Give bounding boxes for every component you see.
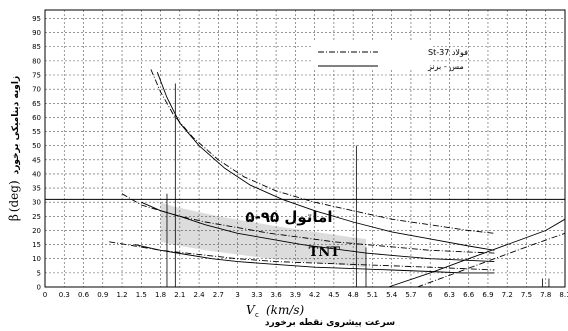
legend-label: فولاد St-37 — [428, 48, 468, 57]
y-axis-label-fa: زاویه دینامیکی برخورد — [11, 76, 21, 175]
y-tick-label: 15 — [32, 241, 41, 249]
y-tick-label: 35 — [32, 185, 41, 193]
series-line-7 — [388, 218, 566, 288]
x-tick-label: 5.4 — [386, 291, 398, 299]
y-tick-label: 20 — [32, 227, 41, 235]
y-axis-symbol: β — [7, 214, 21, 221]
y-tick-label: 50 — [32, 142, 41, 150]
annotation-tnt: TNT — [309, 245, 341, 260]
y-tick-label: 25 — [32, 213, 41, 221]
x-tick-label: 2.1 — [174, 291, 185, 299]
x-tick-label: 1.8 — [155, 291, 166, 299]
x-tick-label: 1.2 — [116, 291, 127, 299]
x-tick-label: 0.6 — [78, 291, 90, 299]
x-tick-label: 1.5 — [136, 291, 147, 299]
x-tick-label: 3 — [235, 291, 239, 299]
y-tick-label: 30 — [32, 199, 41, 207]
x-tick-label: 8.1 — [559, 291, 568, 299]
series-line-6 — [109, 241, 495, 271]
x-tick-label: 6 — [428, 291, 433, 299]
x-axis-symbol-sub: c — [255, 311, 259, 319]
x-axis-label-fa: سرعت پیشروی نقطه برخورد — [265, 318, 395, 328]
x-tick-label: 7.2 — [502, 291, 513, 299]
legend-label: مس - برنز — [427, 62, 464, 71]
y-tick-label: 95 — [32, 15, 41, 23]
x-axis-unit: (km/s) — [266, 303, 305, 317]
annotation-amatol: اماتول ۹۵-۵ — [245, 208, 332, 226]
x-tick-label: 5.7 — [405, 291, 416, 299]
x-tick-label: 4.8 — [348, 291, 359, 299]
x-tick-label: 4.2 — [309, 291, 320, 299]
x-tick-label: 6.9 — [482, 291, 493, 299]
x-tick-label: 0 — [43, 291, 47, 299]
x-axis-symbol: V — [246, 303, 256, 317]
grid — [44, 10, 566, 288]
x-tick-label: 0.3 — [59, 291, 70, 299]
x-tick-label: 2.7 — [213, 291, 224, 299]
y-tick-label: 5 — [37, 269, 41, 277]
y-tick-label: 75 — [32, 72, 41, 80]
x-tick-label: 7.5 — [521, 291, 532, 299]
plot-frame — [44, 9, 566, 288]
series-line-8 — [417, 232, 566, 288]
x-tick-label: 5.1 — [367, 291, 378, 299]
y-tick-label: 45 — [32, 156, 41, 164]
y-tick-label: 40 — [32, 170, 41, 178]
y-tick-label: 60 — [32, 114, 41, 122]
y-tick-label: 85 — [32, 43, 41, 51]
series-line-5 — [134, 244, 495, 274]
x-tick-label: 0.9 — [97, 291, 108, 299]
y-tick-label: 80 — [32, 57, 41, 65]
legend-box — [312, 42, 432, 70]
x-tick-label: 4.5 — [328, 291, 339, 299]
x-tick-label: 2.4 — [194, 291, 206, 299]
x-tick-label: 3.3 — [251, 291, 262, 299]
series-line-4 — [121, 193, 495, 254]
y-tick-label: 90 — [32, 29, 41, 37]
y-tick-label: 55 — [32, 128, 41, 136]
series-line-2 — [150, 69, 495, 234]
y-axis-title: β (deg) زاویه دینامیکی برخورد — [7, 76, 21, 221]
x-tick-label: 3.6 — [271, 291, 283, 299]
y-tick-label: 0 — [37, 284, 41, 292]
x-tick-label: 6.3 — [444, 291, 455, 299]
x-tick-label: 7.8 — [540, 291, 551, 299]
series-line-3 — [141, 201, 495, 263]
y-tick-label: 10 — [32, 255, 41, 263]
x-tick-label: 3.9 — [290, 291, 301, 299]
y-tick-label: 65 — [32, 100, 41, 108]
y-tick-label: 70 — [32, 86, 41, 94]
x-tick-label: 6.6 — [463, 291, 475, 299]
y-axis-label: β (deg) زاویه دینامیکی برخورد — [7, 76, 21, 221]
y-axis-unit: (deg) — [7, 180, 21, 212]
series-line-1 — [156, 72, 495, 251]
